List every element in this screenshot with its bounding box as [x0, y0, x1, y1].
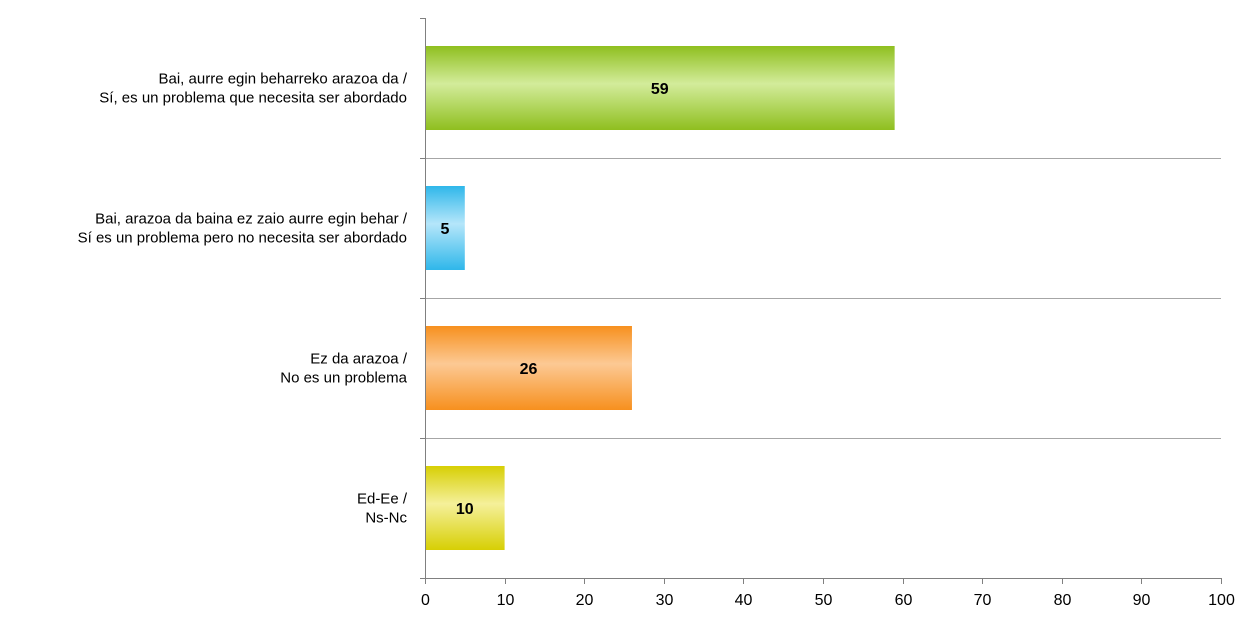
x-tick-label: 90 [1133, 592, 1151, 609]
x-tick-label: 0 [421, 592, 430, 609]
axes [420, 18, 1222, 584]
data-label: 10 [456, 501, 474, 518]
x-tick-label: 40 [735, 592, 753, 609]
category-label: Ez da arazoa / [310, 351, 408, 368]
data-label: 26 [520, 361, 538, 378]
x-tick-label: 100 [1208, 592, 1235, 609]
category-label: Sí, es un problema que necesita ser abor… [99, 90, 407, 107]
category-label: Bai, aurre egin beharreko arazoa da / [159, 71, 408, 88]
bar [425, 186, 465, 270]
labels: 59 Bai, aurre egin beharreko arazoa da / S… [78, 71, 1235, 610]
category-label: Ns-Nc [365, 510, 407, 527]
x-tick-label: 10 [497, 592, 515, 609]
category-label: No es un problema [280, 370, 407, 387]
x-tick-label: 60 [895, 592, 913, 609]
bars [425, 46, 895, 550]
bar [425, 326, 632, 410]
data-label: 59 [651, 81, 669, 98]
category-label: Bai, arazoa da baina ez zaio aurre egin … [95, 211, 408, 228]
category-label: Ed-Ee / [357, 491, 408, 508]
x-tick-label: 80 [1054, 592, 1072, 609]
x-tick-label: 50 [815, 592, 833, 609]
x-tick-label: 30 [656, 592, 674, 609]
bar [425, 46, 895, 130]
x-tick-label: 70 [974, 592, 992, 609]
x-tick-label: 20 [576, 592, 594, 609]
category-label: Sí es un problema pero no necesita ser a… [78, 230, 407, 247]
grid-lines [425, 158, 1221, 439]
bar [425, 466, 505, 550]
data-label: 5 [440, 221, 449, 238]
